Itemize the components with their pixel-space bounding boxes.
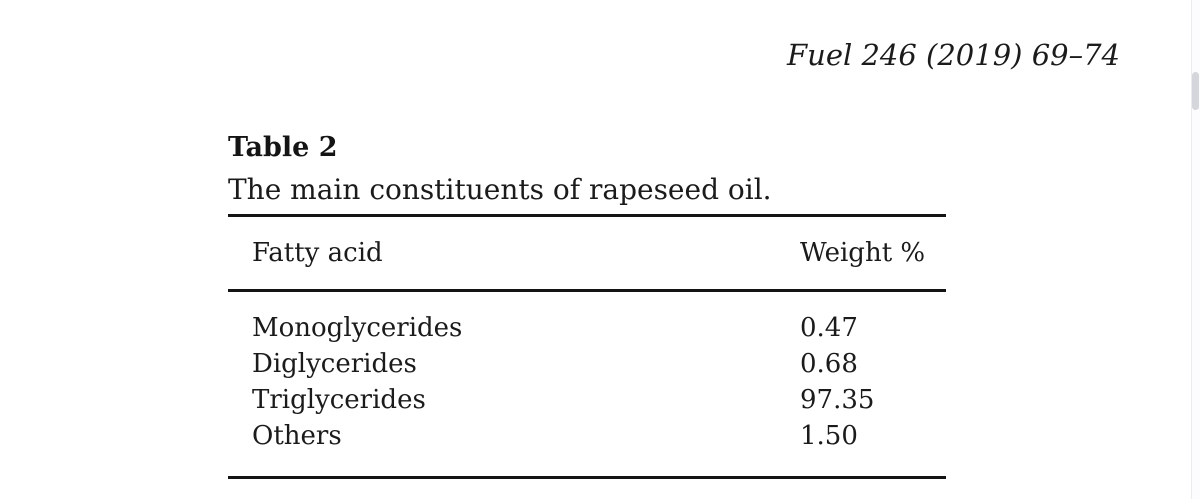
- table-row: Triglycerides 97.35: [228, 382, 946, 418]
- row-name: Others: [252, 421, 342, 451]
- row-value: 1.50: [800, 421, 858, 451]
- table-caption: The main constituents of rapeseed oil.: [228, 173, 772, 206]
- column-header-weight-percent: Weight %: [800, 238, 926, 268]
- journal-citation: Fuel 246 (2019) 69–74: [787, 38, 1120, 72]
- constituents-table: Fatty acid Weight % Monoglycerides 0.47 …: [228, 214, 946, 479]
- table-body: Monoglycerides 0.47 Diglycerides 0.68 Tr…: [228, 292, 946, 476]
- table-label: Table 2: [228, 132, 338, 163]
- column-header-fatty-acid: Fatty acid: [252, 238, 383, 268]
- row-value: 0.68: [800, 349, 858, 379]
- row-value: 0.47: [800, 313, 858, 343]
- row-name: Diglycerides: [252, 349, 417, 379]
- scrollbar-thumb[interactable]: [1192, 72, 1199, 110]
- row-name: Triglycerides: [252, 385, 426, 415]
- table-row: Others 1.50: [228, 418, 946, 454]
- table-row: Diglycerides 0.68: [228, 346, 946, 382]
- row-name: Monoglycerides: [252, 313, 463, 343]
- row-value: 97.35: [800, 385, 875, 415]
- table-row: Monoglycerides 0.47: [228, 310, 946, 346]
- table-header-row: Fatty acid Weight %: [228, 217, 946, 292]
- vertical-scrollbar[interactable]: [1191, 0, 1200, 499]
